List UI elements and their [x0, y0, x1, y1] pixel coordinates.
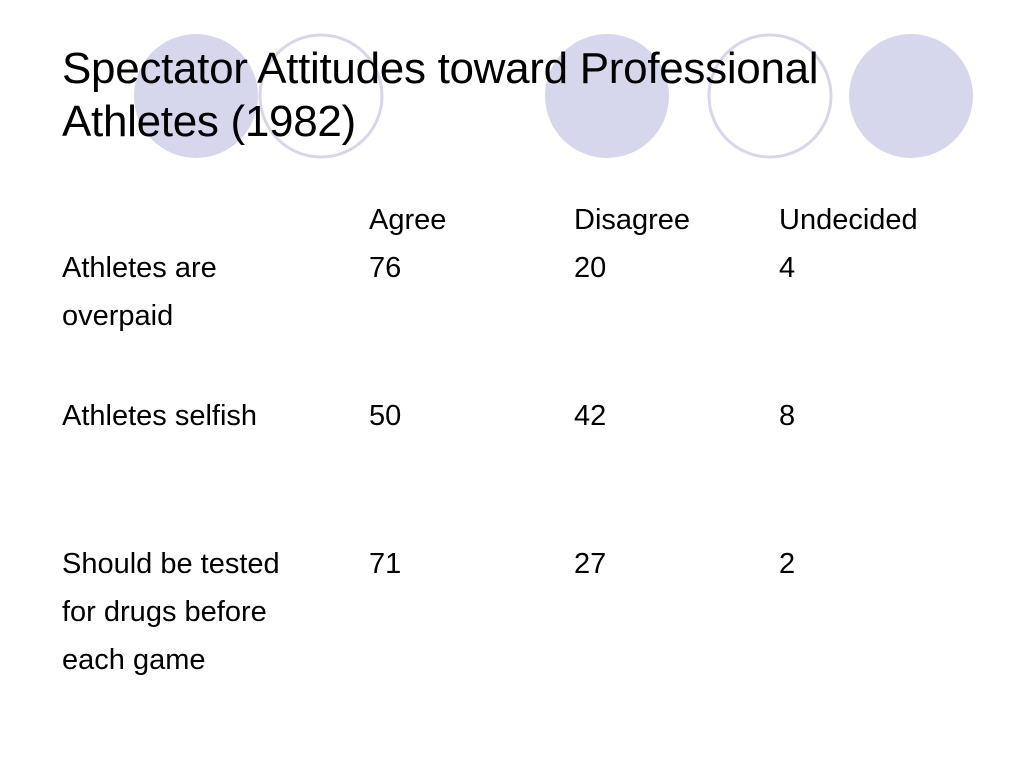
row-label: Athletes selfish: [62, 392, 369, 540]
table-row-drug-testing: Should be tested for drugs before each g…: [62, 540, 969, 684]
row-label-line: Athletes are: [62, 252, 217, 284]
header-disagree: Disagree: [574, 204, 691, 236]
row-label: Should be tested for drugs before each g…: [62, 540, 369, 684]
undecided-value: 4: [779, 252, 796, 284]
header-empty-cell: [62, 196, 369, 244]
disagree-value: 20: [574, 252, 607, 284]
disagree-value: 27: [574, 548, 607, 580]
agree-value: 76: [369, 252, 402, 284]
decorative-circle-1: [134, 34, 258, 158]
header-undecided: Undecided: [779, 204, 918, 236]
slide-title-line-2: Athletes (1982): [62, 97, 356, 146]
attitudes-table: Agree Disagree Undecided Athletes are ov…: [62, 196, 969, 684]
decorative-circles: [134, 33, 973, 159]
slide-title: Spectator Attitudes toward Professional …: [62, 42, 982, 148]
row-label-line: Athletes selfish: [62, 400, 258, 432]
header-agree: Agree: [369, 204, 447, 236]
row-label: Athletes are overpaid: [62, 244, 369, 392]
agree-value: 71: [369, 548, 402, 580]
row-label-line: overpaid: [62, 300, 174, 332]
table-row-selfish: Athletes selfish 50 42 8: [62, 392, 969, 540]
table-header-row: Agree Disagree Undecided: [62, 196, 969, 244]
decorative-circle-4: [707, 33, 833, 159]
table-row-overpaid: Athletes are overpaid 76 20 4: [62, 244, 969, 392]
undecided-value: 8: [779, 400, 796, 432]
decorative-circle-2: [258, 33, 384, 159]
undecided-value: 2: [779, 548, 796, 580]
disagree-value: 42: [574, 400, 607, 432]
decorative-circle-5: [849, 34, 973, 158]
row-label-line: for drugs before: [62, 596, 267, 628]
row-label-line: each game: [62, 644, 206, 676]
row-label-line: Should be tested: [62, 548, 280, 580]
slide-title-line-1: Spectator Attitudes toward Professional: [62, 44, 819, 93]
agree-value: 50: [369, 400, 402, 432]
decorative-circle-3: [545, 34, 669, 158]
